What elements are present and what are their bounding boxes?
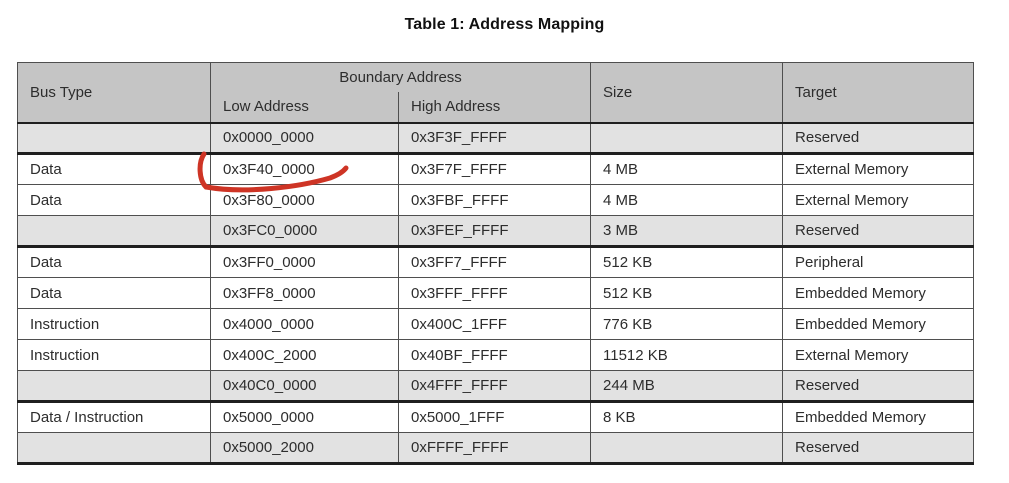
table-row: 0x5000_2000 0xFFFF_FFFF Reserved	[17, 432, 975, 464]
cell-size: 8 KB	[590, 400, 784, 433]
cell-high-address: 0xFFFF_FFFF	[397, 432, 592, 464]
cell-bus-type: Instruction	[17, 308, 211, 340]
cell-low-address: 0x0000_0000	[210, 122, 399, 154]
table-row: Data 0x3F80_0000 0x3FBF_FFFF 4 MB External M…	[17, 184, 975, 216]
cell-high-address: 0x3F3F_FFFF	[397, 122, 592, 154]
cell-high-address: 0x3FF7_FFFF	[397, 245, 592, 278]
cell-low-address: 0x400C_2000	[210, 339, 399, 371]
table-row: Data / Instruction 0x5000_0000 0x5000_1FFF…	[17, 400, 975, 433]
header-high-address: High Address	[397, 91, 592, 124]
cell-low-address: 0x3F80_0000	[210, 184, 399, 216]
cell-high-address: 0x400C_1FFF	[397, 308, 592, 340]
cell-size: 4 MB	[590, 152, 784, 185]
cell-bus-type: Data	[17, 152, 211, 185]
cell-low-address: 0x3F40_0000	[210, 152, 399, 185]
cell-high-address: 0x4FFF_FFFF	[397, 370, 592, 402]
header-size: Size	[590, 62, 784, 124]
cell-size: 776 KB	[590, 308, 784, 340]
cell-high-address: 0x40BF_FFFF	[397, 339, 592, 371]
cell-low-address: 0x5000_0000	[210, 400, 399, 433]
table-row: Instruction 0x4000_0000 0x400C_1FFF 776 KB E…	[17, 308, 975, 340]
cell-low-address: 0x3FF0_0000	[210, 245, 399, 278]
cell-target: External Memory	[782, 339, 975, 371]
cell-bus-type: Instruction	[17, 339, 211, 371]
cell-high-address: 0x3FBF_FFFF	[397, 184, 592, 216]
table-title: Table 1: Address Mapping	[404, 16, 605, 33]
header-target: Target	[782, 62, 975, 124]
cell-bus-type	[17, 215, 211, 247]
cell-target: Peripheral	[782, 245, 975, 278]
cell-target: Reserved	[782, 122, 975, 154]
cell-size	[590, 432, 784, 464]
table-body: 0x0000_0000 0x3F3F_FFFF Reserved Data 0x3F40…	[17, 122, 975, 464]
cell-target: External Memory	[782, 184, 975, 216]
cell-size	[590, 122, 784, 154]
cell-bus-type: Data	[17, 184, 211, 216]
cell-target: Embedded Memory	[782, 308, 975, 340]
cell-bus-type: Data	[17, 277, 211, 309]
cell-size: 512 KB	[590, 245, 784, 278]
cell-low-address: 0x3FC0_0000	[210, 215, 399, 247]
cell-target: Embedded Memory	[782, 400, 975, 433]
cell-bus-type	[17, 432, 211, 464]
table-row: Data 0x3FF0_0000 0x3FF7_FFFF 512 KB Peripher…	[17, 245, 975, 278]
cell-high-address: 0x3FEF_FFFF	[397, 215, 592, 247]
cell-bus-type: Data / Instruction	[17, 400, 211, 433]
cell-high-address: 0x5000_1FFF	[397, 400, 592, 433]
cell-size: 244 MB	[590, 370, 784, 402]
cell-low-address: 0x5000_2000	[210, 432, 399, 464]
cell-high-address: 0x3F7F_FFFF	[397, 152, 592, 185]
table-row: Data 0x3FF8_0000 0x3FFF_FFFF 512 KB Embedded…	[17, 277, 975, 309]
header-bus-type: Bus Type	[17, 62, 211, 124]
cell-bus-type	[17, 122, 211, 154]
table-row: 0x3FC0_0000 0x3FEF_FFFF 3 MB Reserved	[17, 215, 975, 247]
cell-high-address: 0x3FFF_FFFF	[397, 277, 592, 309]
header-low-address: Low Address	[210, 91, 399, 124]
cell-size: 3 MB	[590, 215, 784, 247]
cell-target: External Memory	[782, 152, 975, 185]
table-row: Instruction 0x400C_2000 0x40BF_FFFF 11512 K…	[17, 339, 975, 371]
cell-size: 512 KB	[590, 277, 784, 309]
cell-size: 4 MB	[590, 184, 784, 216]
table-row: 0x40C0_0000 0x4FFF_FFFF 244 MB Reserved	[17, 370, 975, 402]
cell-size: 11512 KB	[590, 339, 784, 371]
header-boundary-address: Boundary Address	[209, 62, 592, 92]
cell-low-address: 0x3FF8_0000	[210, 277, 399, 309]
table-row: Data 0x3F40_0000 0x3F7F_FFFF 4 MB External M…	[17, 152, 975, 185]
cell-bus-type: Data	[17, 245, 211, 278]
cell-target: Embedded Memory	[782, 277, 975, 309]
table-row: 0x0000_0000 0x3F3F_FFFF Reserved	[17, 122, 975, 154]
cell-low-address: 0x40C0_0000	[210, 370, 399, 402]
cell-bus-type	[17, 370, 211, 402]
cell-target: Reserved	[782, 432, 975, 464]
address-mapping-table: Bus Type Boundary Address Size Target Lo…	[17, 62, 975, 465]
cell-target: Reserved	[782, 370, 975, 402]
cell-target: Reserved	[782, 215, 975, 247]
cell-low-address: 0x4000_0000	[210, 308, 399, 340]
table-header: Bus Type Boundary Address Size Target Lo…	[17, 62, 975, 124]
